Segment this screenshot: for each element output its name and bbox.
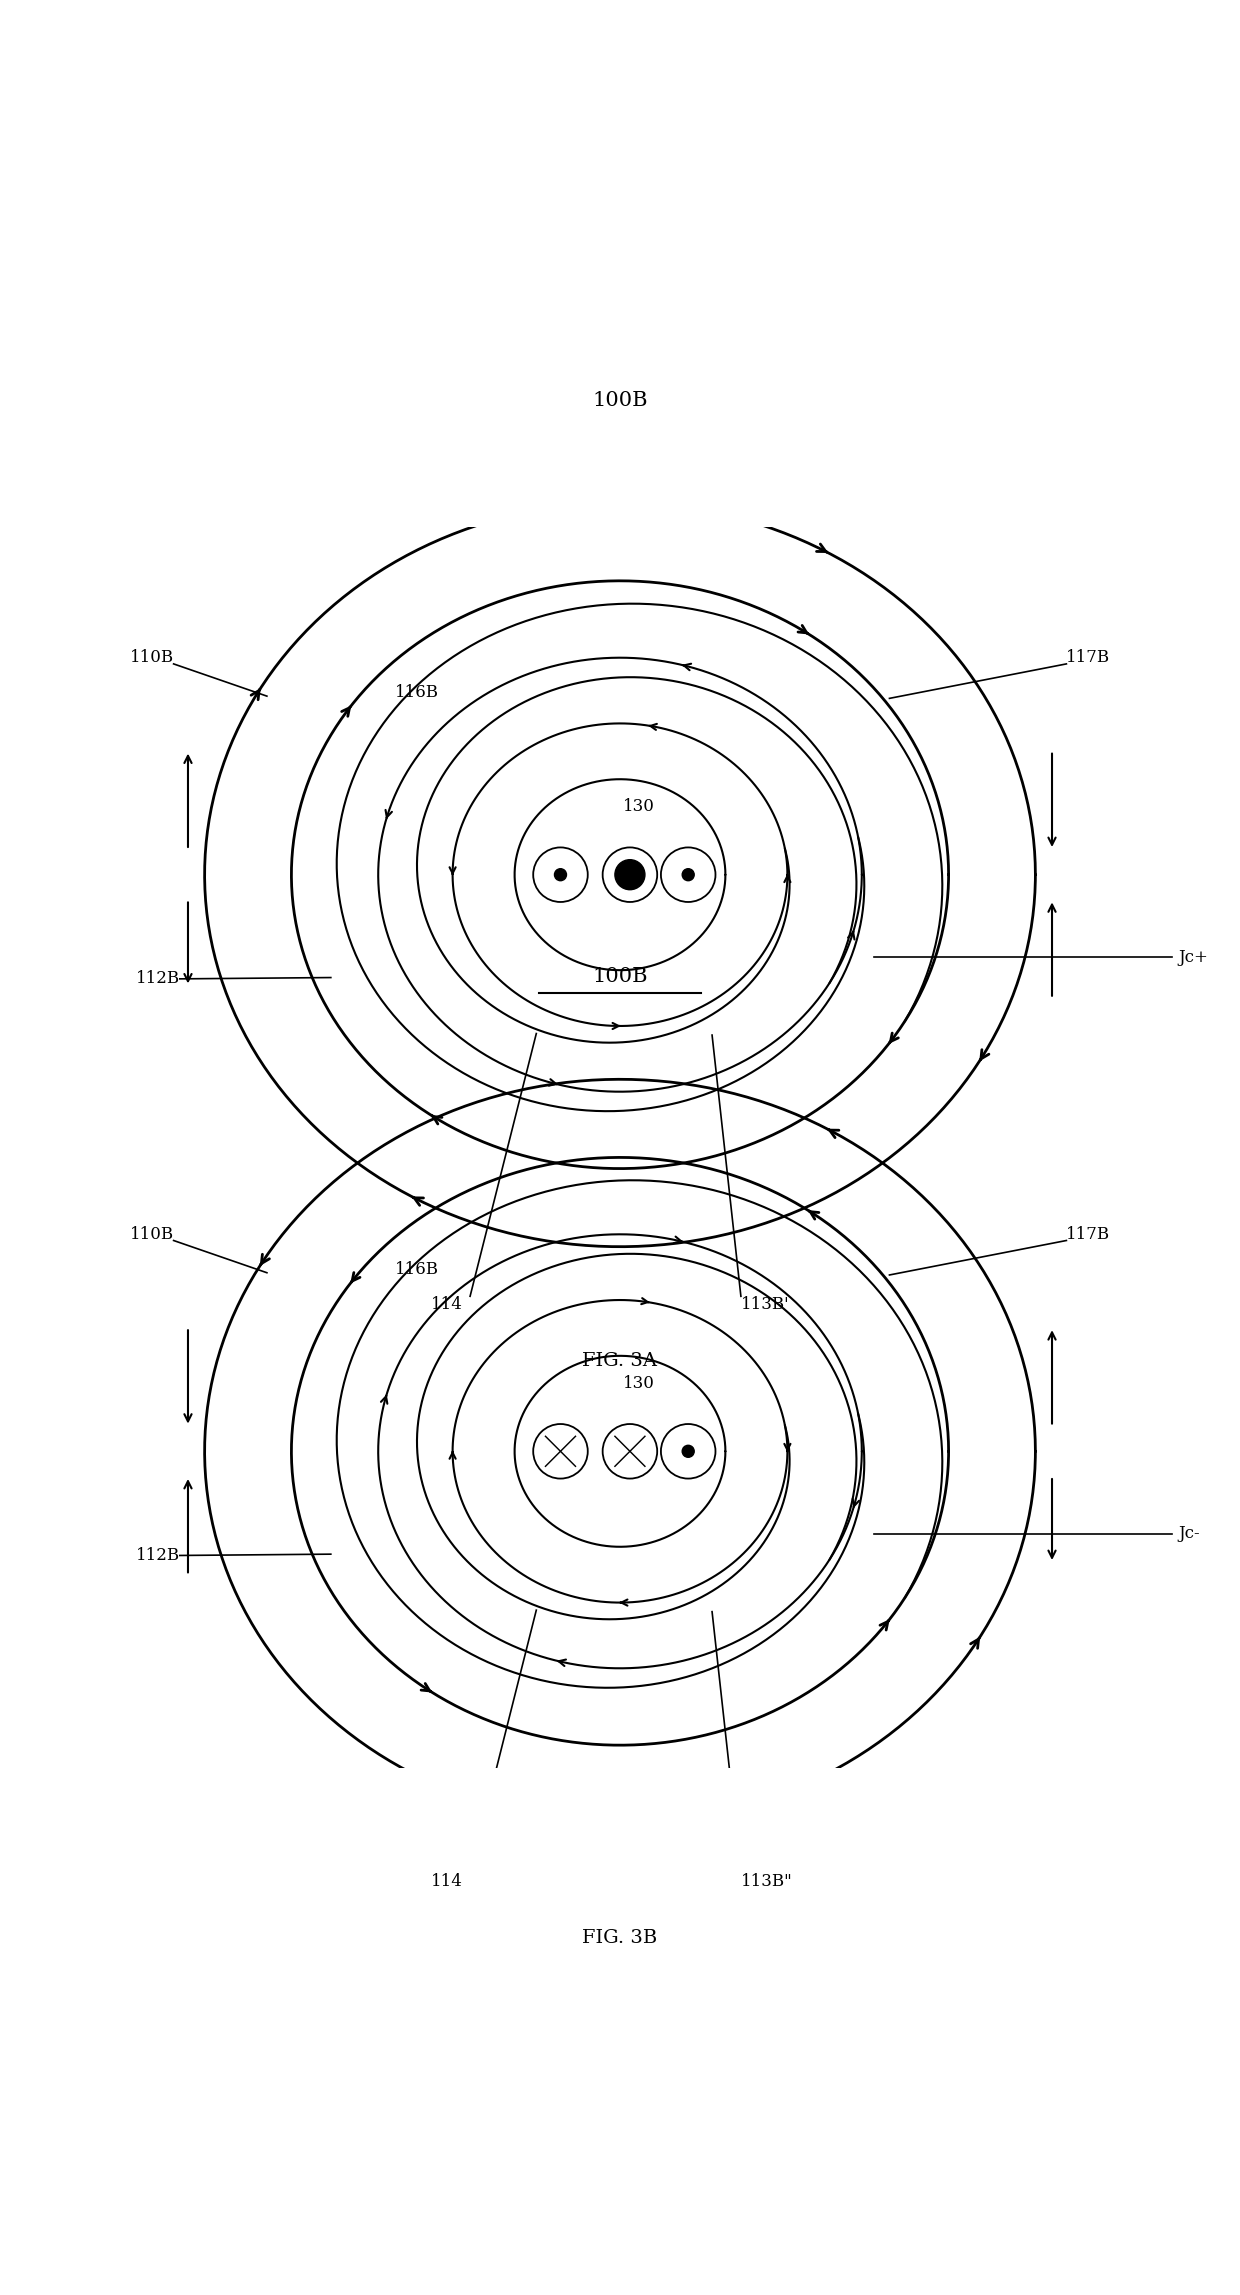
Text: 113B": 113B" bbox=[742, 1873, 792, 1889]
Text: 116B: 116B bbox=[396, 1260, 439, 1278]
Text: Jc+: Jc+ bbox=[1178, 948, 1208, 966]
Text: 110B: 110B bbox=[129, 1226, 174, 1244]
Text: 130: 130 bbox=[622, 1375, 655, 1391]
Circle shape bbox=[682, 1446, 694, 1457]
Text: 117B: 117B bbox=[1066, 1226, 1111, 1244]
Text: 114: 114 bbox=[432, 1297, 463, 1313]
Text: Jc-: Jc- bbox=[1178, 1526, 1199, 1542]
Circle shape bbox=[615, 861, 645, 890]
Circle shape bbox=[554, 870, 567, 881]
Text: 130: 130 bbox=[622, 799, 655, 815]
Text: 116B: 116B bbox=[396, 684, 439, 700]
Text: 112B: 112B bbox=[135, 1547, 180, 1563]
Text: 113B': 113B' bbox=[742, 1297, 790, 1313]
Text: 114: 114 bbox=[432, 1873, 463, 1889]
Circle shape bbox=[682, 870, 694, 881]
Text: FIG. 3B: FIG. 3B bbox=[583, 1928, 657, 1946]
Text: FIG. 3A: FIG. 3A bbox=[583, 1352, 657, 1370]
Text: 110B: 110B bbox=[129, 649, 174, 666]
Text: 100B: 100B bbox=[593, 390, 647, 411]
Text: 100B: 100B bbox=[593, 966, 647, 987]
Text: 117B: 117B bbox=[1066, 649, 1111, 666]
Text: 112B: 112B bbox=[135, 971, 180, 987]
